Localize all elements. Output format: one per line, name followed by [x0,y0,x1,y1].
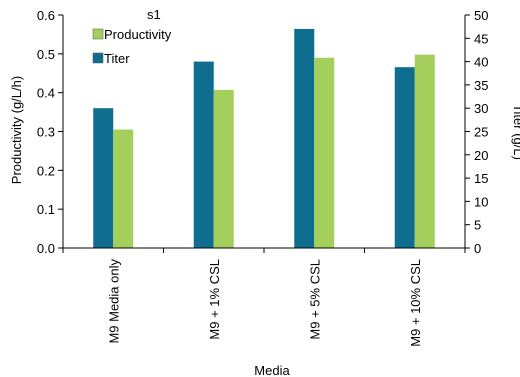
x-tick-label: M9 + 1% CSL [207,259,222,340]
y2-tick-label: 5 [474,218,481,233]
y2-tick-label: 35 [474,78,488,93]
bar-productivity-4 [414,54,435,248]
y-tick-label: 0.6 [37,8,55,23]
legend: Productivity Titer [92,27,172,66]
bar-titer-1 [93,108,114,248]
y-tick-label: 0.1 [37,202,55,217]
y-tick-label: 0.5 [37,47,55,62]
bar-productivity-3 [314,57,335,248]
y-axis-title: Productivity (g/L/h) [9,76,24,184]
y2-tick-label: 50 [474,8,488,23]
y2-tick-label: 45 [474,31,488,46]
y2-tick-label: 10 [474,194,488,209]
legend-label-productivity: Productivity [104,27,172,42]
bar-titer-2 [193,61,214,248]
legend-swatch-titer [92,52,104,64]
y-tick-label: 0.3 [37,125,55,140]
chart-title: s1 [147,7,161,22]
x-tick-label: M9 + 10% CSL [408,259,423,347]
x-tick-label: M9 Media only [106,259,121,344]
y2-tick-label: 30 [474,101,488,116]
y2-tick-label: 25 [474,125,488,140]
y2-tick-label: 0 [474,241,481,256]
bar-productivity-2 [213,89,234,248]
legend-swatch-productivity [92,28,104,40]
bar-titer-4 [394,67,415,248]
y-tick-label: 0.0 [37,241,55,256]
bars-layer [93,28,435,249]
bar-titer-3 [294,28,315,249]
y2-tick-label: 15 [474,171,488,186]
y2-axis-title: Titer (g/L) [511,104,520,160]
bar-productivity-1 [113,129,134,248]
y2-tick-label: 40 [474,55,488,70]
y-tick-label: 0.4 [37,86,55,101]
x-axis-title: Media [254,363,290,377]
x-tick-label: M9 + 5% CSL [307,259,322,340]
y-tick-label: 0.2 [37,163,55,178]
legend-label-titer: Titer [104,51,130,66]
y2-tick-label: 20 [474,148,488,163]
ticks-layer: 0.0 0.1 0.2 0.3 0.4 0.5 0.6 0 5 10 15 20 25 30 35 40 45 5… [37,8,489,347]
